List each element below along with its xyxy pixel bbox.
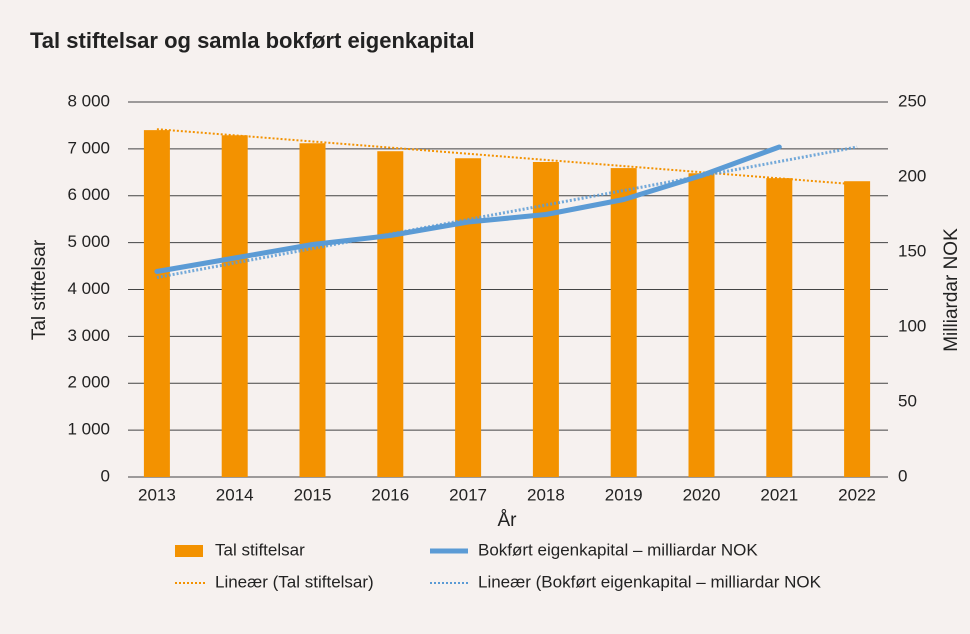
y2-tick-label: 50: [898, 391, 917, 410]
chart-title: Tal stiftelsar og samla bokført eigenkap…: [30, 28, 475, 53]
y2-tick-label: 250: [898, 91, 926, 110]
x-tick-label: 2021: [760, 485, 798, 504]
x-tick-label: 2017: [449, 485, 487, 504]
y-axis-label: Tal stiftelsar: [29, 239, 50, 340]
bar: [221, 135, 248, 477]
legend-label: Lineær (Tal stiftelsar): [215, 572, 374, 591]
bar: [377, 151, 404, 477]
bar: [766, 178, 793, 477]
y-tick-label: 4 000: [67, 279, 110, 298]
y2-tick-label: 150: [898, 241, 926, 260]
y-tick-label: 5 000: [67, 232, 110, 251]
x-tick-label: 2013: [138, 485, 176, 504]
x-tick-label: 2022: [838, 485, 876, 504]
y-tick-label: 2 000: [67, 373, 110, 392]
y2-tick-label: 100: [898, 316, 926, 335]
trend-line: [156, 145, 858, 279]
legend-swatch: [175, 545, 203, 557]
line: [154, 144, 782, 274]
y-tick-label: 3 000: [67, 326, 110, 345]
x-tick-label: 2019: [605, 485, 643, 504]
bar: [299, 143, 326, 477]
y2-tick-label: 200: [898, 166, 926, 185]
trend-line: [156, 128, 858, 186]
x-tick-label: 2016: [371, 485, 409, 504]
bar: [143, 130, 170, 477]
legend-label: Tal stiftelsar: [215, 540, 305, 559]
x-tick-label: 2020: [683, 485, 721, 504]
x-tick-label: 2015: [294, 485, 332, 504]
bar: [455, 158, 482, 477]
y-tick-label: 0: [101, 466, 110, 485]
bar: [688, 173, 715, 477]
x-tick-label: 2018: [527, 485, 565, 504]
y-tick-label: 7 000: [67, 138, 110, 157]
y-tick-label: 8 000: [67, 91, 110, 110]
legend-label: Lineær (Bokført eigenkapital – milliarda…: [478, 572, 822, 591]
y-tick-label: 1 000: [67, 420, 110, 439]
bar: [610, 168, 637, 477]
y-tick-label: 6 000: [67, 185, 110, 204]
bar: [844, 181, 871, 477]
x-tick-label: 2014: [216, 485, 254, 504]
bar: [532, 162, 559, 477]
y2-axis-label: Milliardar NOK: [941, 228, 962, 352]
y2-tick-label: 0: [898, 466, 907, 485]
x-axis-label: År: [498, 510, 518, 531]
legend-label: Bokført eigenkapital – milliardar NOK: [478, 540, 758, 559]
